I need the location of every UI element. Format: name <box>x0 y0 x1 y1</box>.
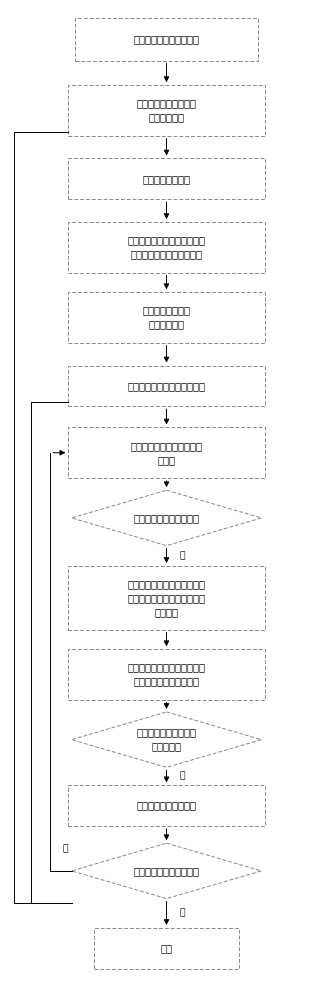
Text: 建立电网设备诊断规则树: 建立电网设备诊断规则树 <box>134 34 199 44</box>
FancyBboxPatch shape <box>68 85 265 136</box>
Text: 将规则树的根节点
推入推理队列: 将规则树的根节点 推入推理队列 <box>143 305 190 329</box>
FancyBboxPatch shape <box>68 566 265 630</box>
Polygon shape <box>72 843 261 899</box>
Text: 判断子节点对应的设备
是否动作？: 判断子节点对应的设备 是否动作？ <box>137 728 196 752</box>
Text: 该子节点是终止结点吗？: 该子节点是终止结点吗？ <box>134 513 199 523</box>
Text: 将子节点推入推理队列: 将子节点推入推理队列 <box>137 801 196 811</box>
FancyBboxPatch shape <box>95 928 238 969</box>
Text: 从调度自动化系统获取
电网故障信息: 从调度自动化系统获取 电网故障信息 <box>137 98 196 122</box>
Text: 取出根节点对应的子节点集合: 取出根节点对应的子节点集合 <box>128 381 205 391</box>
Text: 否: 否 <box>63 844 68 853</box>
Text: 否: 否 <box>179 551 185 560</box>
FancyBboxPatch shape <box>68 649 265 700</box>
FancyBboxPatch shape <box>68 292 265 343</box>
FancyBboxPatch shape <box>68 158 265 199</box>
Text: 假定一个设备故障: 假定一个设备故障 <box>143 174 190 184</box>
Text: 从故障动作信息中获取晚于父
节点动作时间的故障信息: 从故障动作信息中获取晚于父 节点动作时间的故障信息 <box>128 662 205 686</box>
FancyBboxPatch shape <box>75 18 258 61</box>
Text: 结束: 结束 <box>161 943 172 953</box>
Text: 推理队列推理完毕了吗？: 推理队列推理完毕了吗？ <box>134 866 199 876</box>
Text: 是: 是 <box>179 772 185 781</box>
Polygon shape <box>72 712 261 767</box>
Text: 循环子节点集合，取出一个
子节点: 循环子节点集合，取出一个 子节点 <box>131 441 202 465</box>
Text: 根据设备类型、电压等级、接
线方式等匹配相应的规则树: 根据设备类型、电压等级、接 线方式等匹配相应的规则树 <box>128 235 205 259</box>
Text: 是: 是 <box>179 909 185 918</box>
FancyBboxPatch shape <box>68 785 265 826</box>
Text: 根据父节点对应的设备和子节
点的设备语义，获取子节点对
应的设备: 根据父节点对应的设备和子节 点的设备语义，获取子节点对 应的设备 <box>128 579 205 617</box>
Polygon shape <box>72 490 261 546</box>
FancyBboxPatch shape <box>68 222 265 273</box>
FancyBboxPatch shape <box>68 427 265 478</box>
FancyBboxPatch shape <box>68 366 265 406</box>
